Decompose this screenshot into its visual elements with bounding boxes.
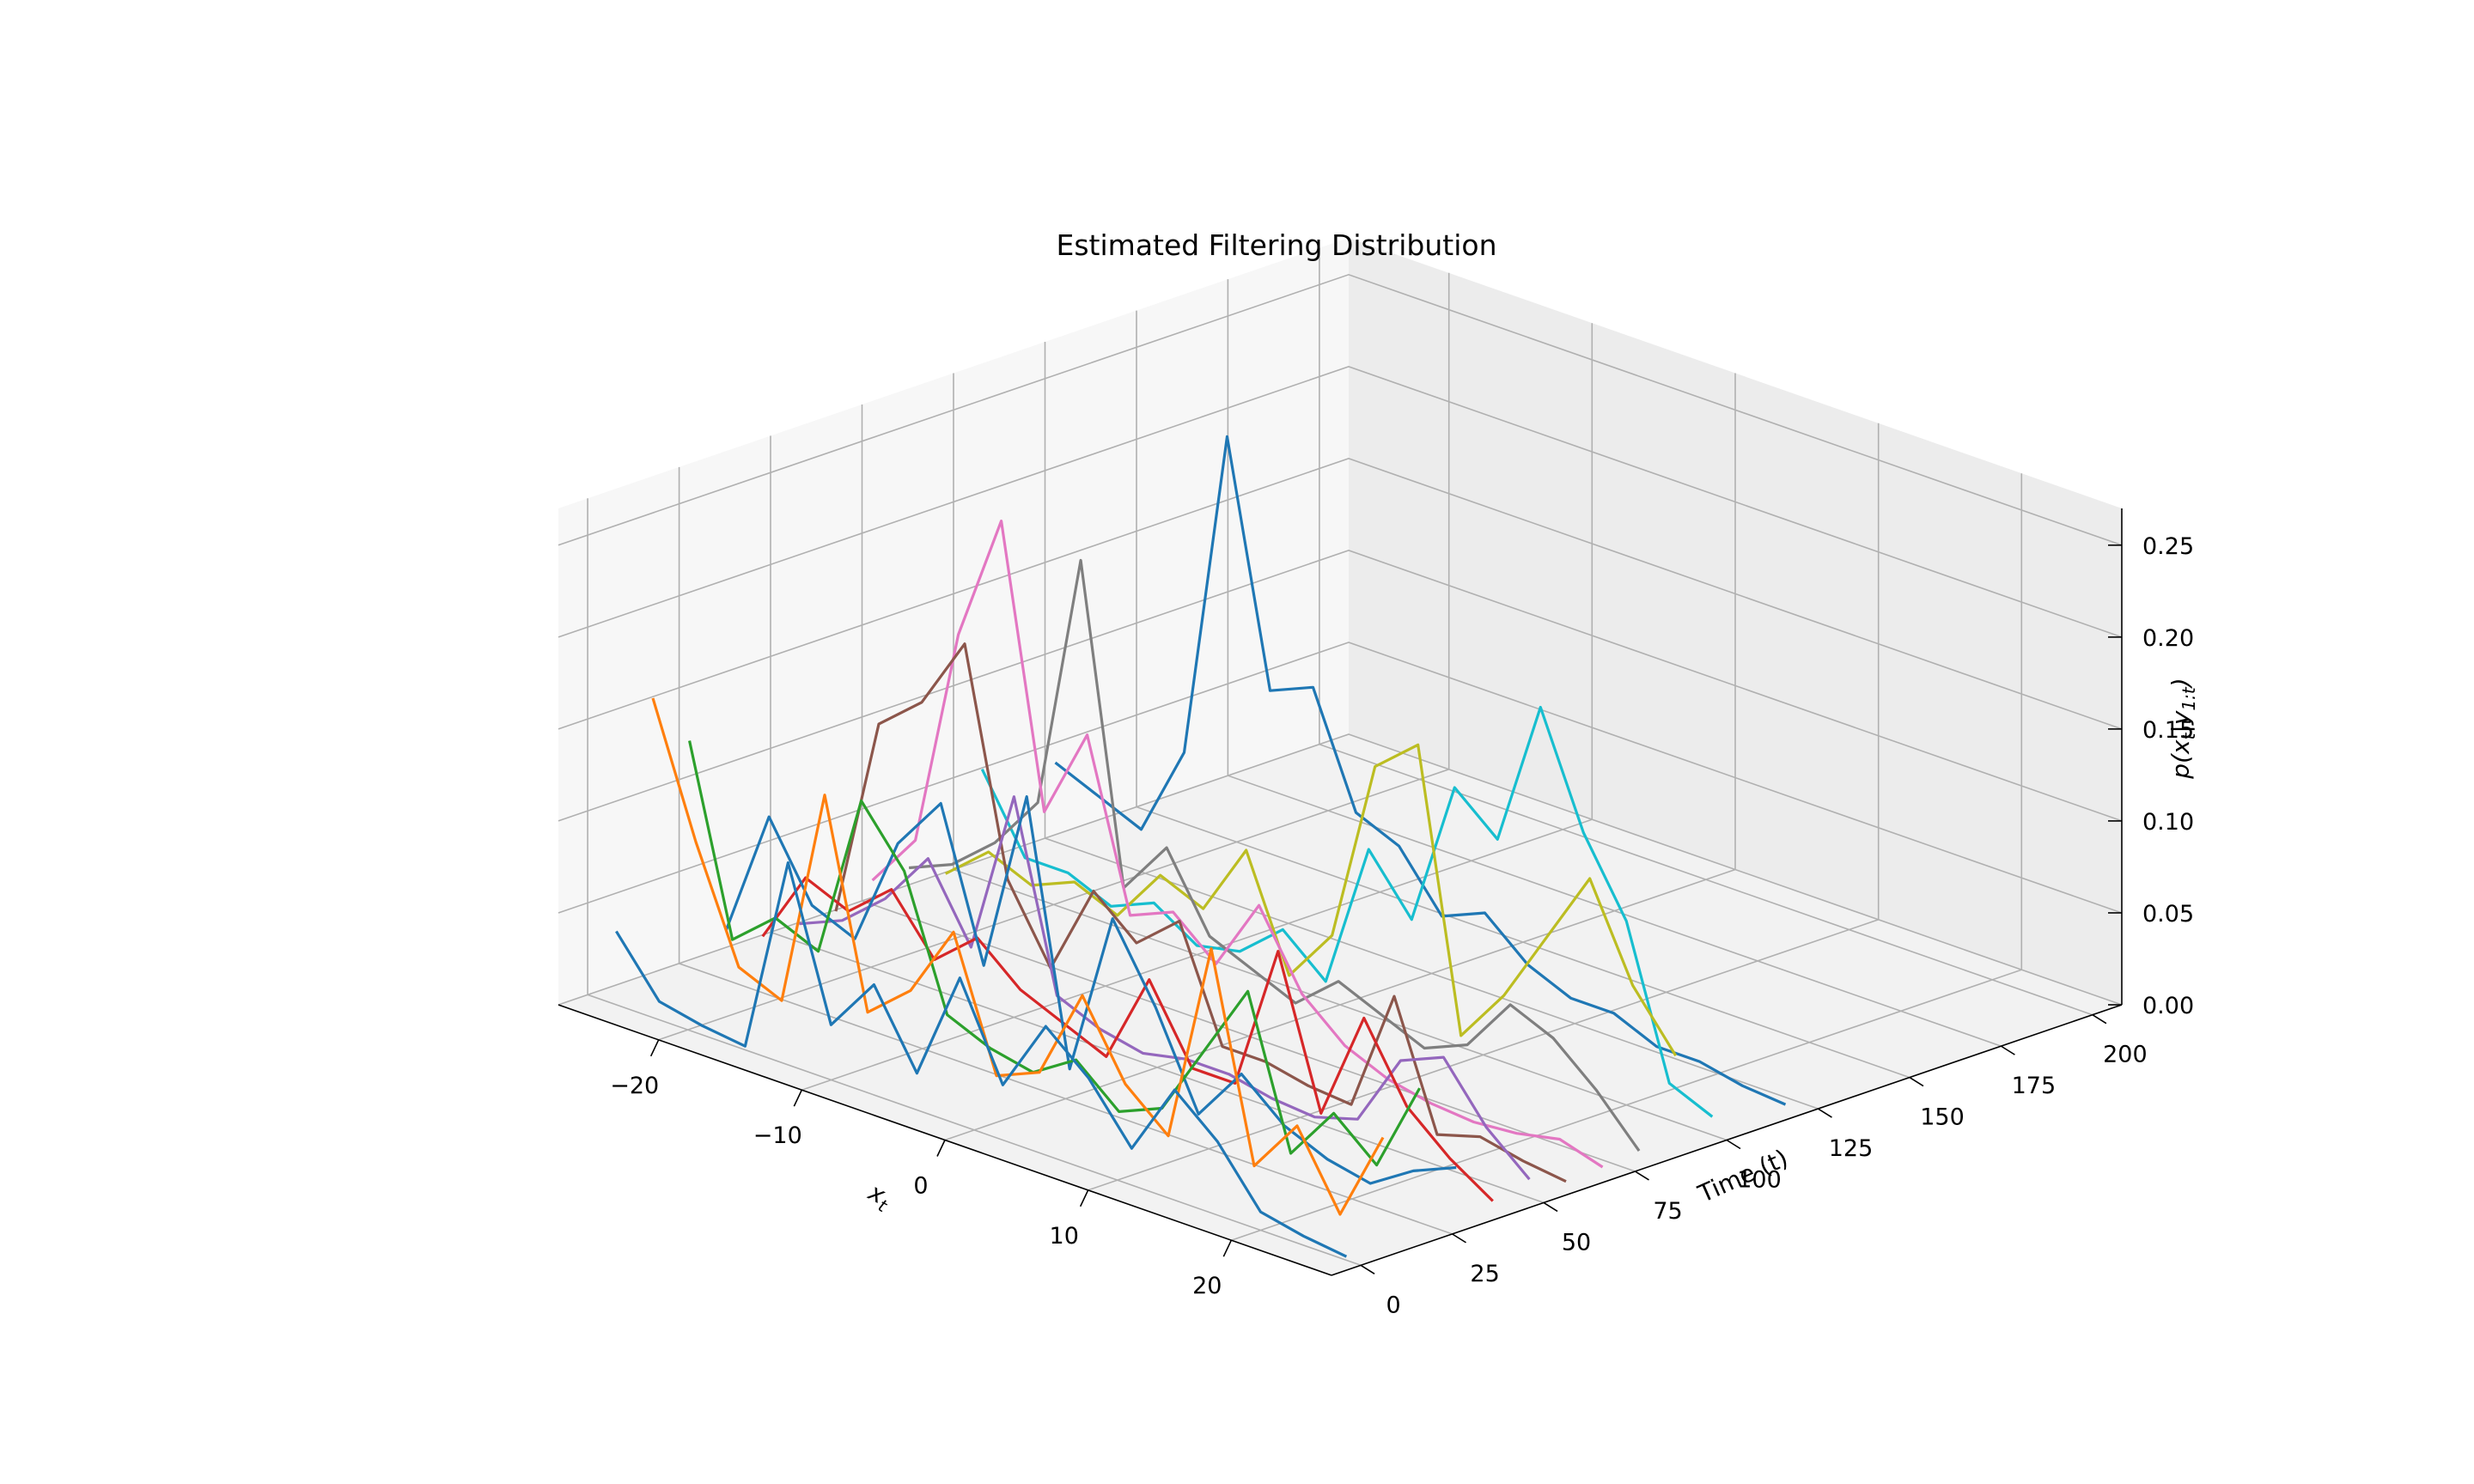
y-tick-label: 100 (1737, 1167, 1782, 1194)
z-grid-line (558, 550, 2123, 822)
x-tick-mark (936, 1140, 946, 1157)
y-tick-label: 0 (1386, 1292, 1401, 1318)
tick-labels: −20−100102002550751001251501752000.000.0… (610, 533, 2194, 1319)
x-tick-mark (1079, 1189, 1089, 1207)
series-line-t0 (615, 861, 1348, 1258)
z-grid-line (558, 642, 2123, 914)
y-axis-label: Time (t) (1693, 1144, 1792, 1208)
y-tick-mark (1818, 1108, 1832, 1118)
z-tick-label: 0.10 (2142, 809, 2194, 836)
chart-title: Estimated Filtering Distribution (1057, 228, 1497, 262)
series-line-t90 (944, 743, 1678, 1057)
y-tick-mark (1360, 1264, 1375, 1275)
y-tick-label: 150 (1920, 1104, 1965, 1131)
series-line-t10 (651, 697, 1385, 1216)
axis-lines (558, 508, 2123, 1276)
z-grid-line (558, 366, 2123, 638)
z-tick-label: 0.00 (2142, 993, 2194, 1019)
x-tick-label: 10 (1050, 1223, 1079, 1250)
series-line-t50 (799, 795, 1531, 1181)
series-line-t30 (724, 794, 1457, 1185)
y-tick-label: 175 (2012, 1073, 2057, 1099)
series-line-t120 (1054, 435, 1787, 1106)
z-tick-label: 0.05 (2142, 901, 2194, 928)
y-tick-mark (1635, 1171, 1649, 1181)
y-tick-label: 200 (2103, 1042, 2148, 1068)
series-line-t80 (908, 558, 1641, 1153)
series-line-t100 (980, 705, 1714, 1118)
y-tick-mark (1909, 1076, 1924, 1087)
y-tick-mark (2092, 1013, 2107, 1025)
y-tick-label: 25 (1470, 1261, 1499, 1287)
x-tick-mark (793, 1089, 803, 1107)
y-tick-label: 75 (1653, 1198, 1682, 1225)
y-tick-mark (1452, 1233, 1466, 1244)
y-tick-mark (2001, 1045, 2015, 1055)
series-line-t60 (834, 642, 1567, 1183)
x-tick-label: −10 (753, 1122, 802, 1149)
z-axis-label: p(xt|y1:t) (2166, 678, 2199, 779)
x-tick-label: 20 (1192, 1273, 1222, 1299)
x-axis-label: xt (862, 1177, 897, 1217)
y-tick-mark (1543, 1201, 1558, 1213)
y-tick-mark (1726, 1139, 1741, 1150)
series-line-t70 (871, 519, 1604, 1169)
z-tick-label: 0.20 (2142, 625, 2194, 652)
x-tick-label: 0 (913, 1173, 928, 1200)
x-tick-mark (1222, 1239, 1233, 1257)
series-line-t40 (761, 876, 1494, 1202)
x-tick-mark (649, 1039, 660, 1057)
y-tick-label: 50 (1562, 1229, 1591, 1256)
x-tick-label: −20 (610, 1073, 659, 1099)
z-tick-label: 0.15 (2142, 717, 2194, 744)
series-lines (615, 435, 1787, 1258)
y-tick-label: 125 (1829, 1135, 1874, 1162)
z-tick-label: 0.25 (2142, 533, 2194, 560)
z-grid-line (558, 458, 2123, 730)
z-grid-line (558, 273, 2123, 546)
